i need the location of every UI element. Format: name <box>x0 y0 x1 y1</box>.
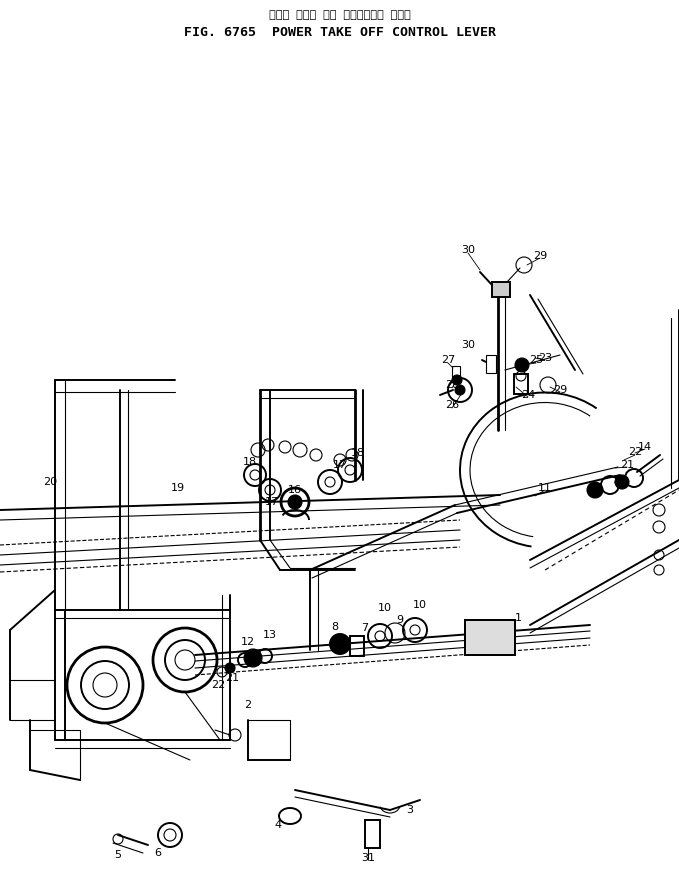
Bar <box>365 820 380 848</box>
Text: 17: 17 <box>265 497 279 507</box>
Text: 28: 28 <box>445 380 459 390</box>
Text: 21: 21 <box>225 673 239 683</box>
Text: 24: 24 <box>521 390 535 400</box>
Text: 26: 26 <box>445 400 459 410</box>
Circle shape <box>455 385 465 395</box>
Text: 10: 10 <box>413 600 427 610</box>
Text: 11: 11 <box>538 483 552 493</box>
Text: 30: 30 <box>461 340 475 350</box>
Text: 22: 22 <box>628 447 642 457</box>
Text: 25: 25 <box>529 355 543 365</box>
Bar <box>452 366 460 381</box>
Text: 16: 16 <box>288 485 302 495</box>
Text: 10: 10 <box>378 603 392 613</box>
Text: 13: 13 <box>263 630 277 640</box>
Text: 3: 3 <box>407 805 414 815</box>
Circle shape <box>615 475 629 489</box>
Circle shape <box>225 663 235 673</box>
Text: FIG. 6765  POWER TAKE OFF CONTROL LEVER: FIG. 6765 POWER TAKE OFF CONTROL LEVER <box>184 26 496 39</box>
Text: 29: 29 <box>533 251 547 261</box>
Text: 31: 31 <box>361 853 375 863</box>
Circle shape <box>288 495 302 509</box>
Circle shape <box>452 375 462 385</box>
Bar <box>350 636 364 656</box>
Text: 6: 6 <box>155 848 162 858</box>
Bar <box>465 620 515 655</box>
Text: 5: 5 <box>115 850 122 860</box>
Text: 18: 18 <box>351 448 365 458</box>
Text: 17: 17 <box>333 460 347 470</box>
Text: 4: 4 <box>274 820 282 830</box>
Bar <box>465 620 515 655</box>
Text: パワー テイク オフ コントロール レバー: パワー テイク オフ コントロール レバー <box>269 10 411 20</box>
Text: 30: 30 <box>461 245 475 255</box>
Circle shape <box>330 634 350 654</box>
Circle shape <box>587 482 603 498</box>
Text: 8: 8 <box>331 622 339 632</box>
Bar <box>486 355 496 373</box>
Text: 12: 12 <box>241 637 255 647</box>
Text: 27: 27 <box>441 355 455 365</box>
Text: 15: 15 <box>613 475 627 485</box>
Text: 20: 20 <box>43 477 57 487</box>
Circle shape <box>244 649 262 667</box>
Text: 2: 2 <box>244 700 251 710</box>
Circle shape <box>515 358 529 372</box>
Text: 23: 23 <box>538 353 552 363</box>
Text: 19: 19 <box>171 483 185 493</box>
Text: 9: 9 <box>397 615 403 625</box>
Text: 22: 22 <box>211 680 225 690</box>
Text: 21: 21 <box>620 460 634 470</box>
Bar <box>492 282 510 297</box>
Text: 7: 7 <box>361 623 369 633</box>
Bar <box>514 374 528 394</box>
Text: 14: 14 <box>638 442 652 452</box>
Text: 29: 29 <box>553 385 567 395</box>
Text: 1: 1 <box>515 613 521 623</box>
Text: 18: 18 <box>243 457 257 467</box>
